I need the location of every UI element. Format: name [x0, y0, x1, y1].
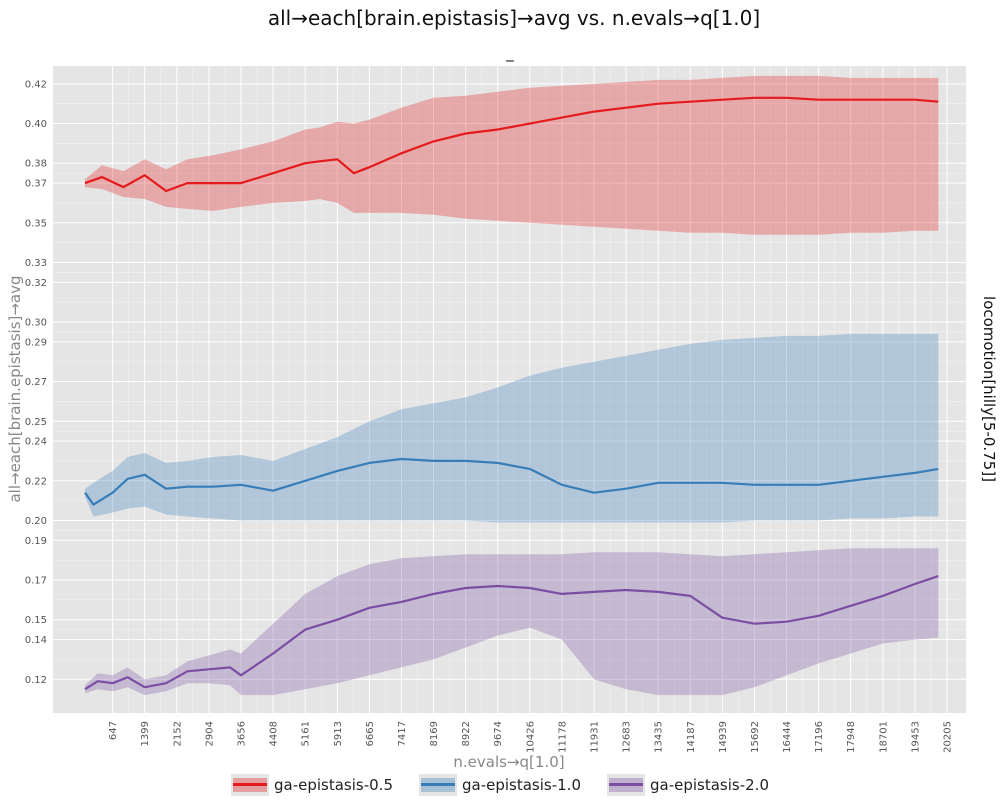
- legend-item-2: ga-epistasis-2.0: [607, 774, 769, 796]
- x-axis-ticks: 647 1399 2152 2904 3656 4408 5161 5913 6665 7417 8…: [108, 721, 953, 753]
- legend-label: ga-epistasis-2.0: [650, 776, 769, 794]
- y-tick-label: 0.12: [25, 675, 47, 686]
- x-tick-label: 8169: [429, 721, 440, 746]
- y-tick-label: 0.24: [25, 437, 47, 448]
- series-line-1: [84, 457, 939, 506]
- x-tick-label: 9674: [493, 721, 504, 746]
- x-tick-label: 11178: [557, 721, 568, 753]
- y-tick-label: 0.37: [25, 179, 47, 190]
- x-tick-label: 5913: [333, 721, 344, 746]
- y-axis-ticks: 0.12 0.14 0.15 0.17 0.19 0.20 0.22 0.24 0.25 0.27…: [25, 79, 47, 685]
- y-axis-label: all→each[brain.epistasis]→avg: [6, 275, 24, 502]
- x-tick-label: 20205: [943, 721, 954, 753]
- y-tick-label: 0.19: [25, 536, 47, 547]
- confidence-bands: [85, 75, 939, 696]
- x-tick-label: 18701: [878, 721, 889, 753]
- x-tick-label: 4408: [269, 721, 280, 746]
- x-tick-label: 14939: [718, 721, 729, 753]
- x-tick-label: 10426: [525, 721, 536, 753]
- series-lines: [84, 96, 939, 691]
- x-tick-label: 15692: [750, 721, 761, 753]
- y-tick-label: 0.27: [25, 377, 47, 388]
- x-tick-label: 5161: [301, 721, 312, 746]
- x-tick-label: 13435: [654, 721, 665, 753]
- y-tick-label: 0.17: [25, 576, 47, 587]
- series-line-0: [84, 96, 939, 193]
- legend-key: [231, 774, 269, 796]
- legend-label: ga-epistasis-0.5: [274, 776, 393, 794]
- legend-label: ga-epistasis-1.0: [462, 776, 581, 794]
- y-tick-label: 0.40: [25, 119, 47, 130]
- facet-label: locomotion[hilly[5-0.75]]: [980, 296, 998, 482]
- y-tick-label: 0.30: [25, 318, 47, 329]
- legend-key: [607, 774, 645, 796]
- y-tick-label: 0.38: [25, 159, 47, 170]
- legend-item-1: ga-epistasis-1.0: [419, 774, 581, 796]
- y-tick-label: 0.20: [25, 516, 47, 527]
- chart: all→each[brain.epistasis]→avg vs. n.eval…: [6, 6, 998, 770]
- x-tick-label: 8922: [461, 721, 472, 746]
- legend-item-0: ga-epistasis-0.5: [231, 774, 393, 796]
- y-tick-label: 0.15: [25, 615, 47, 626]
- x-tick-label: 12683: [622, 721, 633, 753]
- legend-key: [419, 774, 457, 796]
- y-tick-label: 0.32: [25, 278, 47, 289]
- x-tick-label: 3656: [236, 721, 247, 746]
- series-band-1: [85, 333, 939, 523]
- chart-subtitle: _: [505, 44, 514, 63]
- y-tick-label: 0.25: [25, 417, 47, 428]
- x-tick-label: 647: [108, 721, 119, 740]
- x-tick-label: 6665: [365, 721, 376, 746]
- x-tick-label: 19453: [910, 721, 921, 753]
- x-tick-label: 16444: [782, 721, 793, 753]
- y-tick-label: 0.33: [25, 258, 47, 269]
- x-axis-label: n.evals→q[1.0]: [453, 753, 564, 770]
- y-tick-label: 0.29: [25, 337, 47, 348]
- plot-panel: [53, 66, 966, 713]
- series-band-2: [85, 548, 939, 696]
- y-tick-label: 0.14: [25, 635, 47, 646]
- y-tick-label: 0.35: [25, 218, 47, 229]
- x-tick-label: 11931: [590, 721, 601, 753]
- x-tick-label: 1399: [140, 721, 151, 746]
- x-tick-label: 2152: [172, 721, 183, 746]
- x-tick-label: 7417: [397, 721, 408, 746]
- series-line-2: [84, 575, 939, 691]
- grid: [53, 66, 966, 713]
- y-tick-label: 0.22: [25, 476, 47, 487]
- x-tick-label: 14187: [686, 721, 697, 753]
- x-tick-label: 17948: [846, 721, 857, 753]
- x-tick-label: 17196: [814, 721, 825, 753]
- series-band-0: [85, 75, 939, 235]
- y-tick-label: 0.42: [25, 79, 47, 90]
- chart-title: all→each[brain.epistasis]→avg vs. n.eval…: [268, 6, 760, 30]
- x-tick-label: 2904: [204, 721, 215, 746]
- legend: ga-epistasis-0.5 ga-epistasis-1.0 ga-epist…: [0, 770, 1000, 800]
